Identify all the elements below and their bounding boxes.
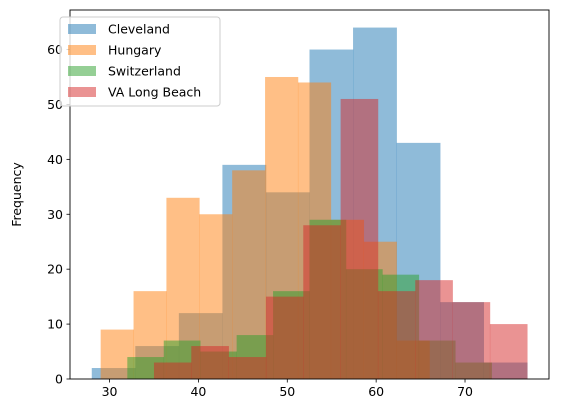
- y-tick-label: 60: [47, 42, 63, 57]
- x-tick-label: 70: [457, 384, 473, 399]
- legend-label-va-long-beach: VA Long Beach: [108, 85, 201, 100]
- y-tick-label: 0: [55, 372, 63, 387]
- bar-va-long-beach-7: [415, 280, 453, 379]
- y-tick-label: 40: [47, 152, 63, 167]
- legend-swatch-hungary: [68, 45, 96, 55]
- bar-va-long-beach-5: [340, 98, 379, 380]
- legend-swatch-cleveland: [68, 24, 96, 34]
- legend-label-switzerland: Switzerland: [108, 64, 181, 79]
- legend: Cleveland Hungary Switzerland VA Long Beach: [59, 16, 221, 107]
- bar-va-long-beach-4: [303, 225, 341, 379]
- x-tick-label: 40: [190, 384, 206, 399]
- x-axis-ticks: 30 40 50 60 70: [102, 379, 473, 399]
- legend-swatch-switzerland: [68, 66, 96, 76]
- bars-layer: [91, 27, 528, 380]
- x-tick-label: 60: [368, 384, 384, 399]
- bar-va-long-beach-6: [377, 291, 416, 379]
- bar-va-long-beach-8: [452, 302, 491, 380]
- legend-label-cleveland: Cleveland: [108, 22, 170, 37]
- bar-va-long-beach-0: [153, 362, 192, 379]
- y-tick-label: 20: [47, 262, 63, 277]
- x-tick-label: 30: [102, 384, 118, 399]
- bar-va-long-beach-3: [265, 296, 304, 379]
- axes-frame: [69, 9, 550, 380]
- bar-va-long-beach-9: [489, 324, 528, 379]
- series-va-long-beach: [153, 98, 528, 380]
- x-tick-label: 50: [279, 384, 295, 399]
- legend-box: [59, 16, 221, 107]
- bar-va-long-beach-2: [228, 357, 267, 379]
- legend-swatch-va-long-beach: [68, 87, 96, 97]
- y-tick-label: 10: [47, 317, 63, 332]
- bar-va-long-beach-1: [191, 346, 229, 379]
- y-axis-ticks: 0 10 20 30 40 50 60: [47, 42, 70, 387]
- y-axis-label: Frequency: [9, 162, 24, 227]
- y-tick-label: 50: [47, 97, 63, 112]
- y-tick-label: 30: [47, 207, 63, 222]
- legend-label-hungary: Hungary: [108, 43, 162, 58]
